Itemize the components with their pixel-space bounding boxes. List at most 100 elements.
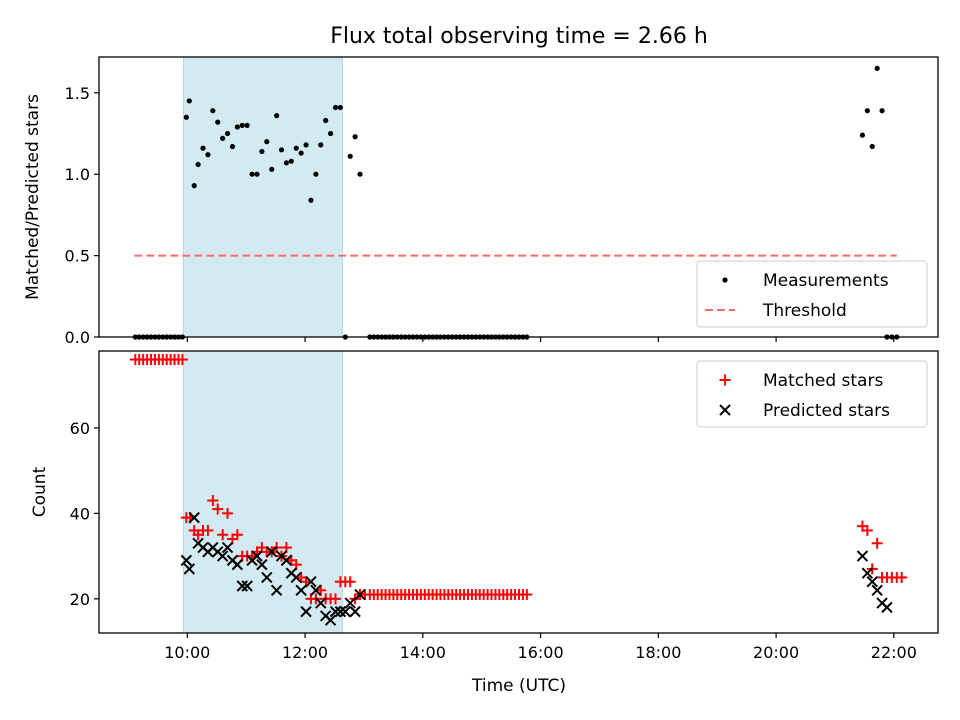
measurement-point — [288, 158, 294, 164]
measurement-point — [224, 130, 231, 137]
predicted-star-marker — [183, 563, 195, 575]
legend-box — [696, 260, 928, 328]
ratio-legend: Measurements Threshold — [696, 260, 928, 328]
predicted-star-marker — [261, 571, 273, 584]
y-tick-label: 40 — [70, 504, 90, 523]
predicted-star-marker — [329, 605, 342, 618]
predicted-star-marker — [256, 558, 268, 571]
predicted-star-marker — [251, 550, 263, 562]
measurement-point — [249, 171, 255, 177]
measurement-point — [234, 124, 240, 130]
measurement-point — [210, 108, 216, 114]
predicted-star-marker — [881, 601, 893, 614]
predicted-star-marker — [290, 571, 302, 584]
matched-star-marker — [521, 589, 533, 601]
x-tick-label: 18:00 — [635, 643, 681, 662]
measurement-point — [864, 108, 870, 114]
measurement-point — [879, 108, 885, 114]
ratio-y-axis-label: Matched/Predicted stars — [23, 94, 43, 300]
matched-star-marker — [212, 503, 224, 515]
ratio-panel-frame — [98, 56, 939, 338]
predicted-star-marker — [315, 597, 327, 609]
measurement-point — [186, 98, 192, 104]
measurement-point — [254, 171, 260, 177]
x-tick-label: 20:00 — [753, 643, 799, 662]
x-tick-label: 10:00 — [164, 643, 210, 662]
y-tick-label: 0.0 — [65, 328, 90, 347]
measurement-point — [274, 113, 280, 119]
measurement-point — [264, 139, 270, 145]
matched-star-marker — [896, 571, 908, 583]
measurement-point — [298, 150, 304, 156]
predicted-star-marker — [324, 614, 337, 626]
predicted-star-marker — [188, 511, 200, 524]
measurement-point — [874, 65, 880, 71]
measurement-point — [259, 148, 265, 155]
measurement-point — [347, 153, 353, 159]
predicted-star-marker — [295, 584, 307, 596]
matched-star-marker — [719, 374, 731, 386]
measurement-point — [215, 119, 221, 125]
legend-box — [696, 360, 928, 428]
predicted-star-marker — [280, 554, 293, 567]
predicted-star-marker — [344, 597, 356, 609]
predicted-star-marker — [339, 605, 352, 618]
measurement-point — [352, 134, 358, 140]
observing-span — [182, 56, 343, 338]
measurement-point — [869, 143, 875, 150]
y-tick-label: 1.5 — [65, 84, 90, 103]
ratio-panel: 0.0 0.5 1.0 1.5 Matched/Predicted stars Mea… — [23, 56, 939, 347]
measurement-point — [303, 142, 309, 148]
matched-star-marker — [202, 524, 214, 536]
legend-label: Threshold — [762, 301, 847, 321]
x-tick-label: 16:00 — [518, 643, 564, 662]
matched-star-marker — [329, 593, 341, 605]
measurement-point — [859, 132, 866, 138]
matched-star-marker — [861, 524, 873, 536]
measurement-point — [278, 147, 285, 153]
predicted-star-marker — [334, 605, 347, 618]
predicted-star-marker — [310, 584, 322, 596]
predicted-star-marker — [236, 580, 248, 592]
measurement-point — [183, 114, 189, 120]
measurement-point — [191, 183, 197, 189]
predicted-star-marker — [231, 558, 244, 571]
y-tick-label: 0.5 — [65, 247, 90, 266]
predicted-star-marker — [719, 404, 731, 416]
measurement-point — [220, 135, 226, 141]
predicted-star-marker — [856, 550, 869, 562]
matched-star-marker — [871, 537, 883, 549]
measurement-point — [283, 160, 290, 166]
predicted-star-marker — [221, 541, 234, 554]
matched-star-marker — [217, 529, 229, 541]
measurement-point — [327, 130, 334, 137]
predicted-star-marker — [265, 546, 278, 558]
measurement-point — [337, 104, 343, 111]
x-tick-label: 12:00 — [282, 643, 328, 662]
matched-star-marker — [207, 495, 219, 507]
measurement-point — [293, 145, 299, 151]
matched-star-marker — [344, 576, 356, 588]
measurement-point — [332, 104, 339, 111]
matched-star-marker — [176, 354, 188, 366]
measurement-point — [200, 145, 206, 151]
measurement-point — [229, 143, 236, 150]
legend-label: Measurements — [763, 271, 889, 291]
measurement-point — [318, 142, 324, 148]
count-panel-frame — [98, 350, 939, 634]
y-tick-label: 20 — [70, 590, 90, 609]
predicted-star-marker — [866, 576, 878, 588]
measurement-point — [357, 171, 363, 177]
predicted-star-marker — [180, 554, 193, 567]
matched-star-marker — [222, 507, 234, 519]
predicted-star-marker — [871, 584, 883, 596]
count-y-axis-label: Count — [30, 466, 50, 517]
count-legend: Matched stars Predicted stars — [696, 360, 928, 428]
predicted-star-marker — [305, 576, 317, 588]
x-axis-label: Time (UTC) — [471, 676, 566, 696]
x-tick-label: 14:00 — [400, 643, 446, 662]
matched-star-marker — [231, 529, 243, 541]
measurement-point — [323, 117, 329, 124]
y-tick-label: 60 — [70, 419, 90, 438]
y-tick-label: 1.0 — [65, 165, 90, 184]
